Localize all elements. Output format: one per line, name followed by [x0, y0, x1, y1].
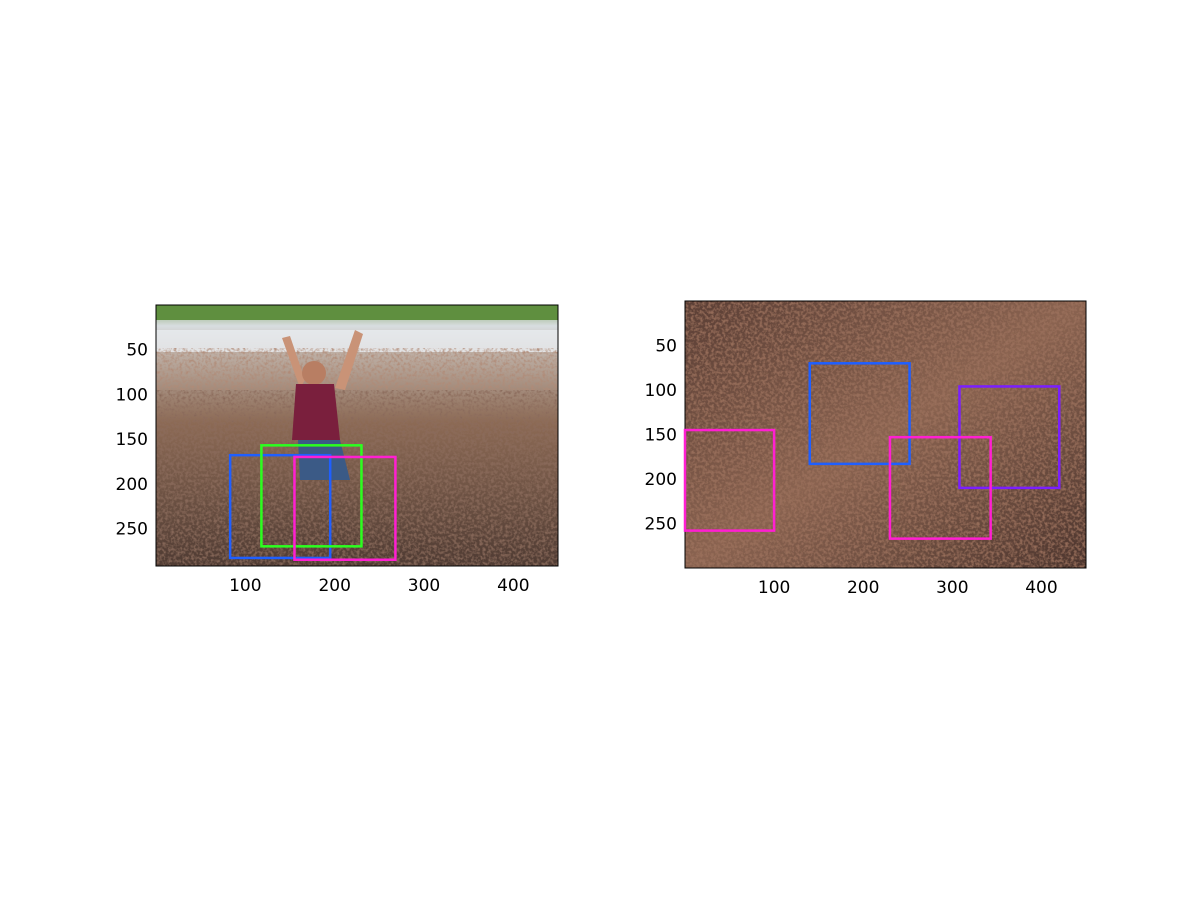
y-tick-label: 50	[655, 337, 677, 357]
bounding-boxes	[228, 444, 397, 561]
bounding-box-3	[293, 455, 397, 561]
y-axis-ticks: 50 100 150 200 250	[116, 341, 148, 540]
bounding-box-3	[888, 435, 992, 540]
y-tick-label: 250	[116, 519, 148, 539]
x-axis-ticks: 100 200 300 400	[758, 578, 1058, 598]
y-tick-label: 150	[116, 430, 148, 450]
bounding-box-2	[260, 444, 363, 548]
x-tick-label: 100	[758, 578, 790, 598]
bounding-box-1	[808, 362, 911, 466]
y-tick-label: 50	[126, 341, 148, 361]
x-tick-label: 200	[847, 578, 879, 598]
x-tick-label: 300	[408, 576, 440, 596]
y-tick-label: 150	[645, 426, 677, 446]
x-tick-label: 300	[936, 578, 968, 598]
x-axis-ticks: 100 200 300 400	[229, 576, 529, 596]
bounding-box-4	[683, 428, 776, 532]
y-tick-label: 200	[645, 470, 677, 490]
axes-frame	[155, 304, 559, 567]
y-tick-label: 250	[645, 515, 677, 535]
photo-concert-crowd	[156, 305, 558, 566]
y-tick-label: 100	[645, 381, 677, 401]
panel-concert-crowd: 100 200 300 400 50 100 150 200 250	[116, 304, 559, 596]
bounding-boxes	[683, 362, 1061, 540]
x-tick-label: 400	[1025, 578, 1057, 598]
y-tick-label: 200	[116, 475, 148, 495]
photo-festival-crowd	[685, 301, 1086, 568]
y-tick-label: 100	[116, 385, 148, 405]
bounding-box-1	[228, 453, 332, 560]
x-tick-label: 100	[229, 576, 261, 596]
x-tick-label: 200	[318, 576, 350, 596]
y-axis-ticks: 50 100 150 200 250	[645, 337, 677, 535]
panel-festival-crowd: 100 200 300 400 50 100 150 200 250	[645, 300, 1087, 598]
x-tick-label: 400	[497, 576, 529, 596]
